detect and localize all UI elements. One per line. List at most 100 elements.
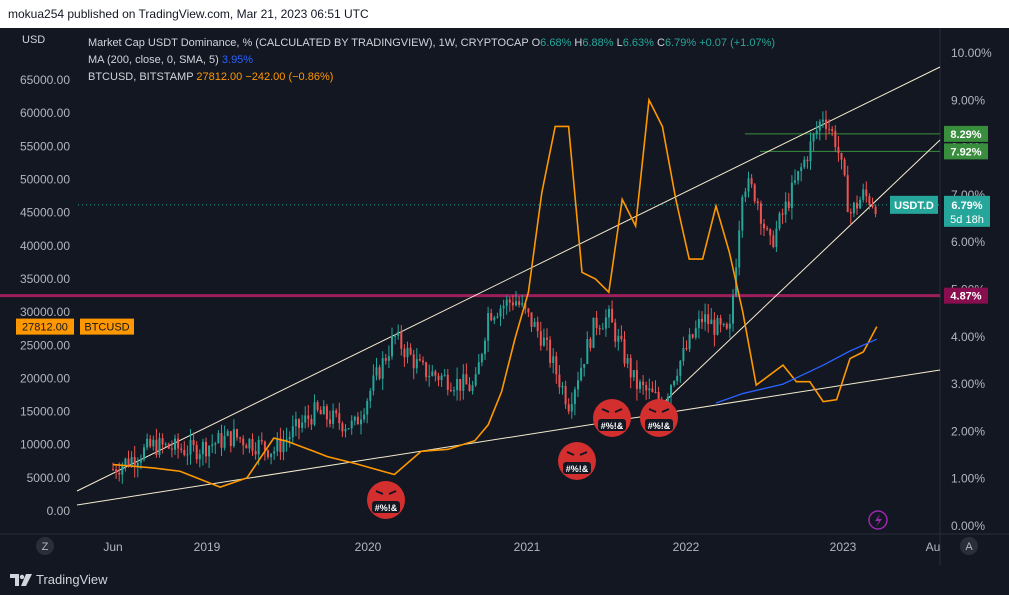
- candle-body: [583, 364, 586, 368]
- candle-body: [322, 406, 325, 415]
- candle-body: [846, 175, 849, 212]
- candle-body: [697, 318, 700, 329]
- tradingview-brand[interactable]: TradingView: [10, 565, 108, 595]
- candle-body: [732, 295, 734, 324]
- candle-body: [263, 441, 266, 451]
- angry-face-icon-bg: [640, 399, 678, 437]
- angry-face-mouth: [645, 419, 673, 431]
- plot-area: USD 65000.00 60000.00 55000.00 50000.00 45000…: [0, 28, 1009, 565]
- candle-body: [208, 446, 211, 457]
- btc-price-tag[interactable]: [16, 318, 74, 335]
- candle-body: [564, 386, 567, 405]
- legend-main[interactable]: Market Cap USDT Dominance, % (CALCULATED…: [88, 37, 775, 49]
- candle-body: [276, 438, 279, 452]
- right-axis-tick: 1.00%: [951, 472, 985, 486]
- candle-body: [387, 356, 390, 361]
- right-axis-tick: 3.00%: [951, 377, 985, 391]
- rising-support-trendline[interactable]: [659, 139, 941, 407]
- tag-7-92[interactable]: [944, 143, 988, 160]
- left-axis-tick: 20000.00: [20, 371, 70, 385]
- candle-body: [484, 340, 486, 355]
- candle-body: [874, 206, 877, 215]
- lightning-icon[interactable]: [868, 510, 888, 530]
- left-axis-tick: 55000.00: [20, 139, 70, 153]
- candle-body: [310, 419, 313, 425]
- legend-ma[interactable]: MA (200, close, 0, SMA, 5) 3.95%: [88, 54, 253, 66]
- candle-body: [741, 197, 744, 231]
- candle-body: [614, 322, 617, 342]
- overlay-layer: #%!& #%!& #%!& #%!& 8.29% 7.92% 4.87% USDT.D 6.7…: [16, 37, 990, 530]
- candle-body: [589, 339, 592, 348]
- candle-body: [639, 381, 641, 389]
- candle-body: [759, 203, 762, 224]
- candle-body: [465, 374, 468, 385]
- candle-body: [710, 319, 713, 325]
- candle-body: [546, 337, 548, 340]
- candle-body: [372, 375, 375, 391]
- left-axis-unit: USD: [22, 34, 45, 46]
- angry-face-brow: [375, 490, 384, 495]
- candle-body: [626, 358, 629, 364]
- price-chart[interactable]: USD 65000.00 60000.00 55000.00 50000.00 45000…: [0, 28, 1009, 565]
- candle-body: [487, 313, 490, 341]
- auto-scale-button[interactable]: [960, 537, 978, 555]
- candle-body: [542, 337, 545, 346]
- candle-body: [431, 371, 434, 376]
- candle-body: [818, 121, 821, 131]
- angry-face-brow: [566, 451, 575, 456]
- angry-face-icon[interactable]: #%!&: [558, 442, 596, 480]
- angry-face-icon[interactable]: #%!&: [640, 399, 678, 437]
- usdt-d-label-tag[interactable]: [890, 195, 938, 214]
- candle-body: [239, 437, 242, 439]
- candle-body: [236, 429, 238, 438]
- candle-body: [704, 314, 707, 323]
- left-axis-tick: 5000.00: [27, 471, 71, 485]
- angry-face-brow: [388, 490, 397, 495]
- candle-body: [524, 303, 527, 309]
- candle-body: [456, 378, 459, 391]
- candle-body: [635, 370, 638, 389]
- candle-body: [648, 388, 651, 391]
- usdt-d-value-tag[interactable]: [944, 195, 990, 227]
- btcusd-line[interactable]: [112, 97, 878, 488]
- candle-body: [301, 422, 304, 428]
- angry-face-icon[interactable]: #%!&: [367, 481, 405, 519]
- tag-8-29[interactable]: [944, 125, 988, 142]
- candle-body: [406, 347, 409, 358]
- tag-4-87[interactable]: [944, 287, 988, 304]
- candle-body: [806, 159, 809, 162]
- usdt-d-value-text: 6.79%: [951, 200, 982, 212]
- usdt-d-label-text: USDT.D: [894, 200, 934, 212]
- candle-body: [446, 374, 449, 390]
- candle-body: [787, 201, 790, 209]
- candle-body: [676, 375, 679, 381]
- z-button[interactable]: [36, 537, 54, 555]
- candle-body: [319, 409, 322, 415]
- candle-body: [673, 380, 676, 386]
- candle-body: [843, 159, 846, 176]
- candle-body: [341, 423, 344, 432]
- candle-body: [304, 415, 307, 423]
- candle-body: [338, 413, 341, 424]
- candle-body: [356, 416, 359, 425]
- candle-body: [118, 472, 121, 475]
- candle-body: [756, 201, 759, 204]
- candle-body: [493, 317, 496, 321]
- candle-body: [744, 191, 747, 198]
- ma-line[interactable]: [715, 338, 878, 404]
- upper-trendline[interactable]: [76, 66, 941, 492]
- lower-trendline[interactable]: [76, 369, 941, 506]
- btc-name-tag[interactable]: [80, 318, 134, 335]
- candle-body: [601, 328, 604, 330]
- angry-face-icon[interactable]: #%!&: [593, 399, 631, 437]
- candle-body: [468, 384, 471, 392]
- publisher-text: mokua254 published on TradingView.com, M…: [8, 7, 369, 21]
- legend-btc[interactable]: BTCUSD, BITSTAMP 27812.00 −242.00 (−0.86…: [88, 71, 333, 83]
- candle-body: [828, 128, 831, 130]
- candle-body: [781, 213, 784, 215]
- candle-body: [577, 380, 579, 390]
- candle-body: [629, 358, 632, 378]
- candle-body: [645, 385, 648, 391]
- candle-body: [418, 359, 421, 361]
- candle-body: [477, 362, 480, 375]
